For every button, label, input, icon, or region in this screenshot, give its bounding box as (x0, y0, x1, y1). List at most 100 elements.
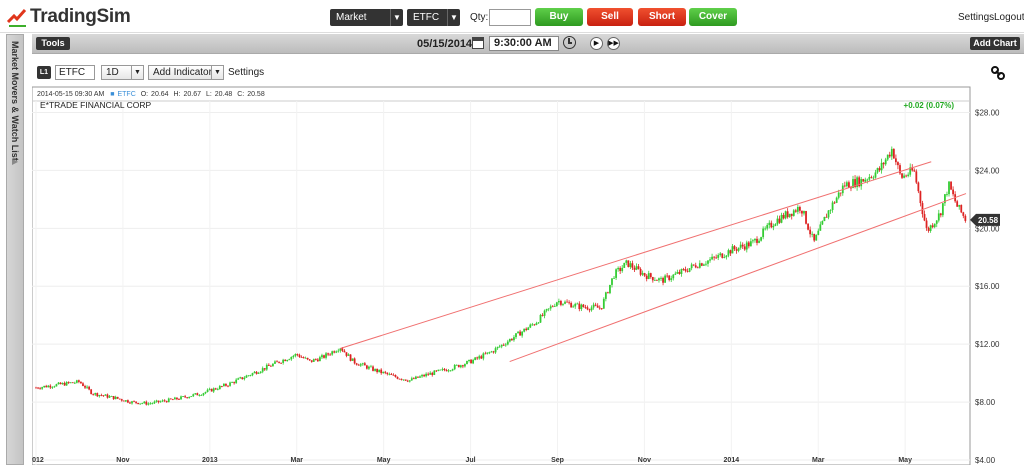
channel-upper-line[interactable] (340, 161, 932, 349)
candle-body (247, 375, 250, 377)
candle-body (433, 370, 436, 375)
candle-body (112, 396, 115, 400)
y-axis: $28.00 $24.00 $20.00 $16.00 $12.00 $8.00 $4.00 (975, 108, 1000, 465)
candle-body (868, 176, 871, 180)
candle-body (551, 306, 554, 308)
candle-body (392, 374, 395, 376)
info-symbol-marker: ■ (110, 91, 114, 98)
candle-body (343, 350, 346, 353)
candle-body (329, 354, 332, 356)
play-icon[interactable]: ▶ (590, 37, 603, 50)
settings-link[interactable]: Settings (958, 12, 995, 23)
chart-settings-link[interactable]: Settings (228, 67, 265, 78)
interval-select[interactable]: 1D ▼ (101, 65, 144, 80)
tools-button[interactable]: Tools (36, 37, 70, 50)
time-input[interactable]: 9:30:00 AM (489, 36, 559, 51)
candle-body (555, 302, 558, 306)
candle-body (527, 327, 530, 331)
candle-body (157, 400, 160, 403)
candle-body (658, 278, 660, 281)
candle-body (762, 228, 765, 238)
candle-body (298, 354, 301, 358)
symbol-select-value: ETFC (413, 12, 440, 23)
candle-body (609, 284, 611, 294)
logo-text: TradingSim (30, 6, 131, 27)
candle-body (302, 357, 305, 359)
x-tick-label: May (898, 457, 912, 464)
candle-body (171, 399, 174, 401)
candle-body (363, 363, 366, 366)
logo-icon (6, 9, 27, 27)
buy-button[interactable]: Buy (535, 8, 583, 26)
candle-body (53, 386, 56, 388)
fast-forward-icon[interactable]: ▶▶ (607, 37, 620, 50)
expand-arrow-icon[interactable]: ▶ (12, 157, 19, 166)
interval-value: 1D (106, 67, 119, 78)
market-movers-sidebar[interactable]: Market Movers & Watch List ▶ (6, 34, 24, 465)
candle-body (359, 364, 362, 366)
candle-body (946, 194, 948, 195)
candle-body (376, 368, 379, 373)
candle-body (161, 400, 164, 402)
logout-link[interactable]: Logout (994, 12, 1024, 23)
candle-body (390, 373, 393, 375)
short-button[interactable]: Short (638, 8, 686, 26)
candle-body (102, 395, 105, 397)
candle-body (635, 266, 638, 270)
clock-icon[interactable] (563, 36, 576, 49)
candle-body (531, 324, 534, 326)
candle-body (684, 269, 687, 272)
candle-body (907, 174, 910, 176)
candle-body (913, 170, 916, 172)
sidebar-label: Market Movers & Watch List (10, 41, 20, 161)
candle-body (627, 260, 630, 267)
candle-body (457, 364, 460, 368)
candle-body (417, 376, 419, 378)
candle-body (631, 263, 634, 268)
candle-body (449, 370, 452, 372)
candle-body (917, 182, 920, 192)
chevron-down-icon: ▼ (131, 66, 143, 79)
layout-badge[interactable]: L1 (37, 66, 51, 79)
candle-body (368, 366, 370, 369)
link-icon[interactable] (990, 66, 1006, 80)
candle-body (223, 383, 225, 387)
candle-body (937, 213, 940, 221)
candle-body (713, 256, 716, 258)
cover-button[interactable]: Cover (689, 8, 737, 26)
add-indicator-select[interactable]: Add Indicator ▼ (148, 65, 224, 80)
logo[interactable]: TradingSim (6, 6, 131, 28)
candle-body (582, 304, 585, 308)
candle-body (441, 368, 444, 370)
candle-body (935, 220, 938, 224)
sell-button[interactable]: Sell (587, 8, 633, 26)
calendar-icon[interactable] (472, 37, 484, 49)
candle-body (598, 307, 601, 309)
candle-body (220, 386, 223, 387)
y-tick-label: $16.00 (975, 282, 1000, 291)
info-line: 2014-05-15 09:30 AM ■ ETFC O: 20.64 H: 2… (37, 91, 265, 98)
candle-body (721, 253, 724, 258)
candle-body (754, 238, 756, 241)
candle-body (856, 177, 858, 188)
x-tick-label: May (377, 457, 391, 464)
price-chart[interactable]: $28.00 $24.00 $20.00 $16.00 $12.00 $8.00 $4.00… (32, 58, 1024, 465)
candle-body (104, 394, 107, 396)
candle-body (137, 402, 140, 405)
candle-body (956, 201, 959, 207)
y-tick-label: $12.00 (975, 340, 1000, 349)
security-type-select[interactable]: Market ▼ (330, 9, 403, 26)
add-chart-button[interactable]: Add Chart (970, 37, 1020, 50)
candle-body (886, 154, 889, 160)
candle-body (96, 393, 99, 397)
candle-body (300, 357, 303, 358)
symbol-select[interactable]: ETFC ▼ (407, 9, 460, 26)
candle-body (700, 263, 703, 266)
channel-lower-line[interactable] (509, 193, 967, 363)
x-tick-label: Sep (551, 457, 564, 464)
candle-body (662, 277, 664, 283)
candle-body (923, 214, 926, 221)
qty-input[interactable] (489, 9, 531, 26)
chart-symbol-input[interactable]: ETFC (55, 65, 95, 80)
candle-body (727, 250, 730, 256)
